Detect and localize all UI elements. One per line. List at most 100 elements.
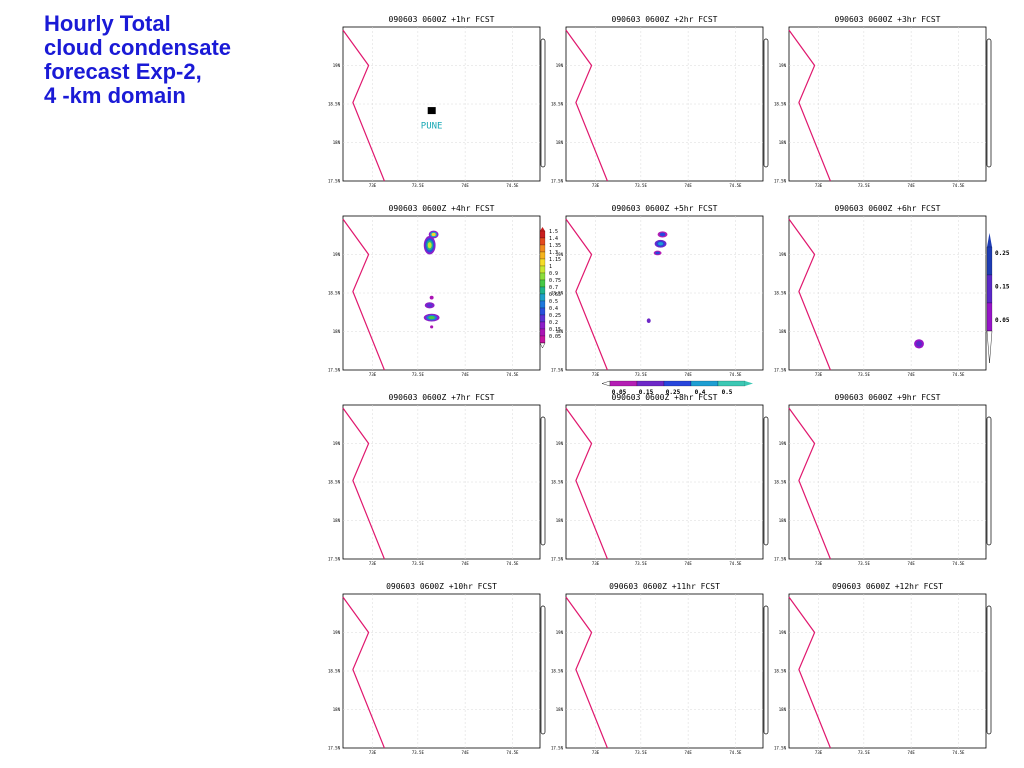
y-tick-label: 18N: [333, 707, 341, 712]
x-tick-label: 73E: [815, 372, 823, 377]
y-tick-label: 18N: [779, 140, 787, 145]
y-tick-label: 17.5N: [774, 557, 787, 562]
condensate-contour: [916, 341, 922, 347]
colorbar-swatch: [986, 246, 993, 276]
y-tick-label: 19N: [556, 252, 564, 257]
x-tick-label: 74.5E: [506, 750, 519, 755]
coastline: [788, 407, 831, 560]
y-tick-label: 19N: [556, 441, 564, 446]
condensate-contour: [429, 295, 434, 300]
colorbar-swatch: [539, 244, 546, 253]
y-tick-label: 18.5N: [551, 291, 564, 296]
x-tick-label: 74E: [462, 750, 470, 755]
colorbar-label: 0.05: [549, 334, 561, 340]
x-tick-label: 73E: [592, 750, 600, 755]
y-tick-label: 17.5N: [551, 179, 564, 184]
colorbar-swatch: [539, 293, 546, 302]
colorbar-label: 0.5: [722, 389, 733, 396]
title-line: Hourly Total: [44, 11, 171, 36]
colorbar-swatch: [539, 328, 546, 337]
y-tick-label: 19N: [333, 252, 341, 257]
y-tick-label: 18.5N: [328, 102, 341, 107]
x-tick-label: 74.5E: [729, 372, 742, 377]
x-tick-label: 74E: [462, 561, 470, 566]
colorbar-label: 1.4: [549, 236, 558, 242]
colorbar-label: 1.5: [549, 229, 558, 235]
y-tick-label: 18.5N: [774, 480, 787, 485]
x-tick-label: 74E: [908, 372, 916, 377]
x-tick-label: 73.5E: [858, 561, 871, 566]
x-tick-label: 73.5E: [412, 183, 425, 188]
y-tick-label: 18N: [779, 329, 787, 334]
x-tick-label: 73E: [815, 750, 823, 755]
colorbar-label: 0.05: [995, 317, 1010, 324]
y-tick-label: 18N: [556, 140, 564, 145]
colorbar-label: 0.25: [666, 389, 681, 396]
condensate-contour: [428, 315, 436, 320]
x-tick-label: 73E: [369, 561, 377, 566]
colorbar-arrow: [601, 380, 611, 387]
x-tick-label: 73.5E: [858, 183, 871, 188]
title-line: forecast Exp-2,: [44, 59, 202, 84]
map-panel: 090603 0600Z +4hr FCST 19N 18.5N 18N 17.5N 73…: [328, 204, 541, 377]
condensate-contour: [430, 325, 434, 329]
y-tick-label: 18.5N: [328, 669, 341, 674]
y-tick-label: 18N: [779, 707, 787, 712]
y-tick-label: 17.5N: [551, 746, 564, 751]
colorbar-label: 1.35: [549, 243, 561, 249]
colorbar-label: 0.15: [549, 327, 561, 333]
y-tick-label: 18.5N: [328, 291, 341, 296]
colorbar-swatch: [539, 279, 546, 288]
colorbar-swatch: [609, 380, 638, 387]
y-tick-label: 17.5N: [328, 746, 341, 751]
y-tick-label: 17.5N: [774, 368, 787, 373]
colorbar-swatch: [539, 237, 546, 246]
x-tick-label: 74.5E: [952, 750, 965, 755]
panel-title: 090603 0600Z +10hr FCST: [386, 582, 497, 591]
x-tick-label: 73E: [369, 183, 377, 188]
x-tick-label: 73E: [592, 561, 600, 566]
y-tick-label: 19N: [779, 63, 787, 68]
y-tick-label: 17.5N: [328, 179, 341, 184]
panel-title: 090603 0600Z +3hr FCST: [835, 15, 941, 24]
coastline: [342, 218, 385, 371]
x-tick-label: 74E: [908, 561, 916, 566]
title-line: cloud condensate: [44, 35, 232, 60]
x-tick-label: 73E: [592, 183, 600, 188]
colorbar-panel4: 1.51.41.351.31.1510.90.750.70.650.50.40.…: [539, 227, 561, 349]
x-tick-label: 73E: [369, 372, 377, 377]
city-marker: [427, 107, 436, 115]
y-tick-label: 17.5N: [328, 368, 341, 373]
map-panel: 090603 0600Z +11hr FCST 19N 18.5N 18N 17.5N 7…: [551, 582, 769, 755]
y-tick-label: 18N: [333, 518, 341, 523]
condensate-contour: [655, 251, 660, 255]
coastline: [788, 596, 831, 749]
colorbar-arrow: [745, 381, 753, 386]
coastline: [565, 29, 608, 182]
colorbar-arrow: [986, 330, 993, 364]
empty-scale-bar: [763, 416, 769, 546]
coastline: [342, 407, 385, 560]
y-tick-label: 18N: [333, 329, 341, 334]
colorbar-label: 1.15: [549, 257, 561, 263]
condensate-contour: [658, 242, 664, 246]
y-tick-label: 19N: [779, 441, 787, 446]
colorbar-label: 0.4: [549, 306, 558, 312]
x-tick-label: 73.5E: [858, 372, 871, 377]
colorbar-label: 0.75: [549, 278, 561, 284]
x-tick-label: 73E: [592, 372, 600, 377]
x-tick-label: 73.5E: [635, 561, 648, 566]
y-tick-label: 19N: [779, 252, 787, 257]
y-tick-label: 18.5N: [551, 669, 564, 674]
map-panel: 090603 0600Z +9hr FCST 19N 18.5N 18N 17.5N 73…: [774, 393, 992, 566]
panel-title: 090603 0600Z +4hr FCST: [389, 204, 495, 213]
x-tick-label: 74E: [685, 750, 693, 755]
city-label: PUNE: [421, 122, 443, 132]
colorbar-arrow: [987, 233, 992, 247]
colorbar-arrow: [540, 227, 545, 231]
panel-title: 090603 0600Z +7hr FCST: [389, 393, 495, 402]
slide-title: Hourly Total cloud condensate forecast E…: [44, 12, 304, 108]
colorbar-swatch: [986, 302, 993, 332]
empty-scale-bar: [986, 38, 992, 168]
x-tick-label: 74.5E: [506, 561, 519, 566]
